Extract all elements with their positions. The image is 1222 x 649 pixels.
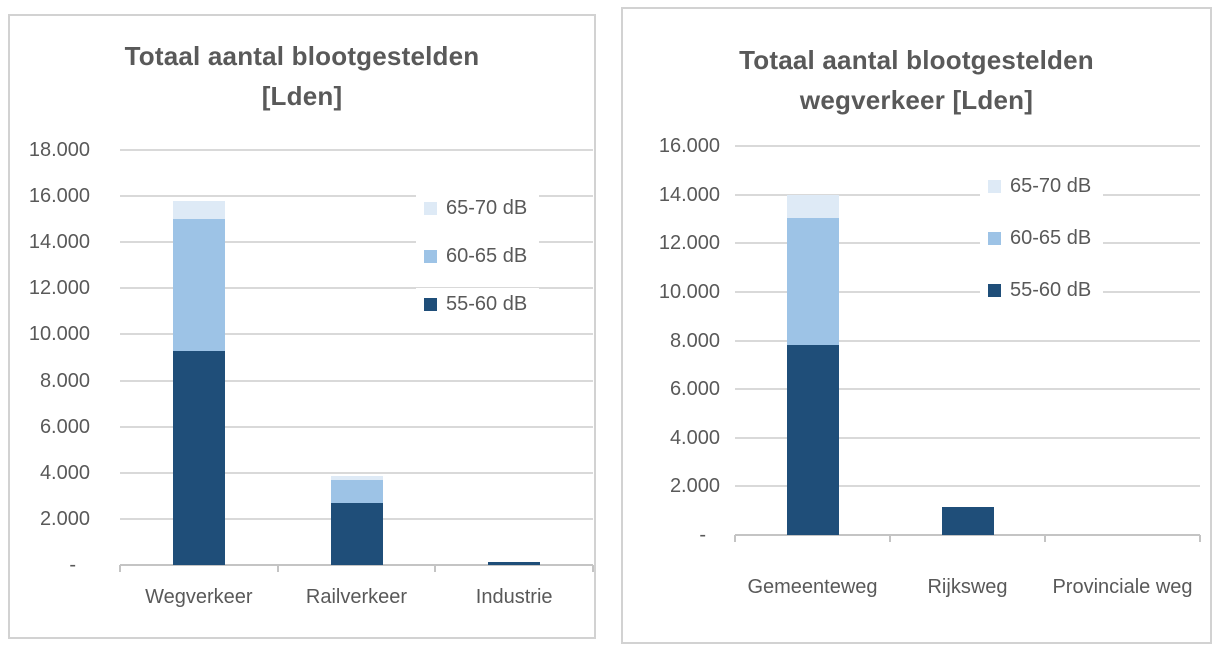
bar-segment bbox=[488, 561, 541, 565]
gridline bbox=[735, 145, 1200, 147]
chart-title-line1: Totaal aantal blootgestelden bbox=[739, 45, 1094, 75]
legend-swatch bbox=[424, 201, 437, 215]
bar-segment bbox=[172, 200, 225, 220]
x-axis-tick bbox=[434, 565, 437, 572]
gridline bbox=[120, 333, 593, 336]
chart-title-line2: wegverkeer [Lden] bbox=[799, 85, 1034, 115]
y-axis-tick-label: 14.000 bbox=[28, 231, 90, 254]
x-axis-category-label: Industrie bbox=[475, 586, 553, 608]
chart-panel-road-traffic-exposed: Totaal aantal blootgestelden wegverkeer … bbox=[621, 7, 1212, 644]
x-axis-line bbox=[735, 534, 1200, 536]
gridline bbox=[120, 425, 593, 428]
legend-label: 65-70 dB bbox=[446, 197, 528, 219]
y-axis-tick-label: 10.000 bbox=[658, 280, 720, 303]
bar-segment bbox=[330, 476, 383, 480]
x-axis-tick bbox=[119, 565, 121, 572]
gridline bbox=[120, 287, 593, 290]
legend-item: 65-70 dB bbox=[980, 170, 1104, 202]
legend-label: 55-60 dB bbox=[446, 293, 528, 315]
y-axis-tick-label: 4.000 bbox=[669, 426, 720, 449]
x-axis-tick bbox=[734, 535, 736, 542]
chart-panel-total-exposed: Totaal aantal blootgestelden [Lden] - 2.0… bbox=[8, 14, 596, 639]
y-axis-tick-label: 14.000 bbox=[658, 183, 720, 206]
legend-swatch bbox=[988, 231, 1001, 245]
legend-label: 60-65 dB bbox=[446, 245, 528, 267]
y-axis-tick-label: - bbox=[69, 554, 76, 576]
gridline bbox=[735, 485, 1200, 488]
chart-title-line1: Totaal aantal blootgestelden bbox=[124, 41, 480, 71]
gridline bbox=[120, 241, 593, 244]
legend-item: 60-65 dB bbox=[416, 240, 540, 272]
x-axis-tick bbox=[1199, 535, 1201, 542]
y-axis-tick-label: 8.000 bbox=[39, 369, 90, 392]
legend-swatch bbox=[424, 249, 437, 263]
gridline bbox=[735, 436, 1200, 439]
y-axis-tick-label: 18.000 bbox=[28, 139, 90, 161]
bar-segment bbox=[786, 194, 839, 218]
x-axis-tick bbox=[592, 565, 594, 572]
bar-segment bbox=[330, 479, 383, 503]
x-axis-line bbox=[120, 564, 593, 566]
legend-item: 60-65 dB bbox=[980, 222, 1104, 254]
y-axis-tick-label: 12.000 bbox=[658, 232, 720, 255]
y-axis-tick-label: 6.000 bbox=[669, 378, 720, 401]
y-axis-tick-label: 2.000 bbox=[669, 475, 720, 498]
y-axis-tick-label: 6.000 bbox=[39, 415, 90, 438]
bar-segment bbox=[172, 219, 225, 351]
gridline bbox=[120, 149, 593, 151]
y-axis-tick-label: 16.000 bbox=[658, 135, 720, 157]
gridline bbox=[735, 388, 1200, 391]
gridline bbox=[120, 379, 593, 382]
x-axis-tick bbox=[1044, 535, 1046, 542]
chart-title: Totaal aantal blootgestelden wegverkeer … bbox=[623, 40, 1210, 120]
legend-item: 55-60 dB bbox=[980, 274, 1104, 306]
legend-swatch bbox=[424, 297, 437, 311]
plot-area: - 2.000 4.000 6.000 8.000 10.000 12.000 14.000 1… bbox=[10, 16, 594, 637]
legend-label: 60-65 dB bbox=[1010, 227, 1092, 249]
gridline bbox=[120, 195, 593, 198]
plot-area: - 2.000 4.000 6.000 8.000 10.000 12.000 14.000 1… bbox=[623, 9, 1210, 642]
x-axis-tick bbox=[889, 535, 891, 542]
y-axis-tick-label: 8.000 bbox=[669, 329, 720, 352]
gridline bbox=[735, 242, 1200, 245]
bar-segment bbox=[941, 507, 994, 535]
bar-segment bbox=[786, 217, 839, 346]
y-axis-tick-label: 10.000 bbox=[28, 323, 90, 346]
legend-swatch bbox=[988, 283, 1001, 297]
chart-title: Totaal aantal blootgestelden [Lden] bbox=[10, 36, 594, 116]
chart-title-line2: [Lden] bbox=[261, 81, 343, 111]
x-axis-category-label: Rijksweg bbox=[927, 576, 1008, 598]
y-axis-tick-label: 2.000 bbox=[39, 507, 90, 530]
gridline bbox=[120, 471, 593, 474]
bar-segment bbox=[172, 350, 225, 565]
y-axis-tick-label: 4.000 bbox=[39, 461, 90, 484]
legend-item: 65-70 dB bbox=[416, 192, 540, 224]
bar-segment bbox=[330, 502, 383, 565]
legend-swatch bbox=[988, 179, 1001, 193]
x-axis-category-label: Wegverkeer bbox=[145, 586, 253, 608]
legend-item: 55-60 dB bbox=[416, 288, 540, 320]
gridline bbox=[735, 339, 1200, 342]
x-axis-category-label: Provinciale weg bbox=[1052, 576, 1193, 598]
x-axis-category-label: Railverkeer bbox=[305, 586, 408, 608]
gridline bbox=[735, 290, 1200, 293]
legend-label: 55-60 dB bbox=[1010, 279, 1092, 301]
x-axis-tick bbox=[276, 565, 279, 572]
y-axis-tick-label: 16.000 bbox=[28, 185, 90, 208]
y-axis-tick-label: - bbox=[699, 524, 706, 546]
bar-segment bbox=[786, 345, 839, 535]
x-axis-category-label: Gemeenteweg bbox=[747, 576, 878, 598]
gridline bbox=[735, 193, 1200, 196]
legend-label: 65-70 dB bbox=[1010, 175, 1092, 197]
y-axis-tick-label: 12.000 bbox=[28, 277, 90, 300]
